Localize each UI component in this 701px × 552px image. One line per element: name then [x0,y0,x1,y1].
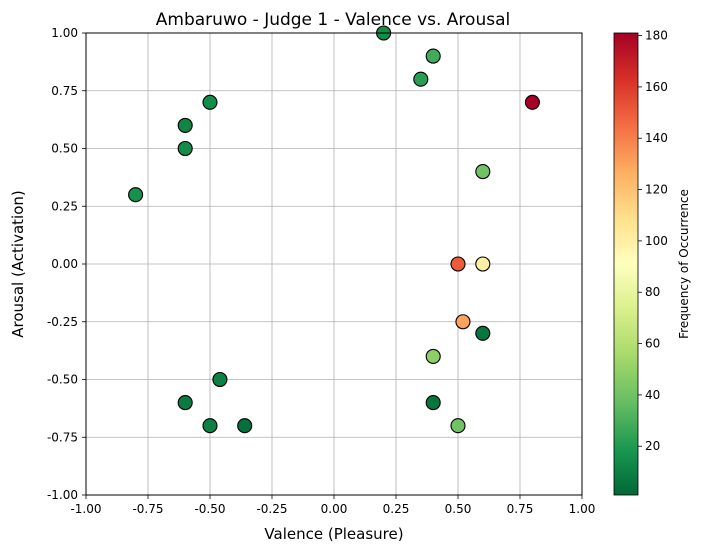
data-point [450,256,466,272]
colorbar-ticks: 20 40 60 80 100 120 140 160 180 [638,29,668,453]
data-point [177,117,193,133]
data-point [128,187,144,203]
data-point [425,395,441,411]
y-tick-label: 0.00 [51,257,78,271]
x-tick-label: -1.00 [70,502,101,516]
x-tick-label: -0.75 [132,502,163,516]
data-point [413,71,429,87]
colorbar-tick-label: 160 [645,80,668,94]
colorbar-tick-label: 80 [645,285,660,299]
x-tick-label: 1.00 [569,502,596,516]
data-points [128,25,540,434]
colorbar-tick-label: 60 [645,337,660,351]
colorbar-tick-label: 180 [645,29,668,43]
colorbar-tick-label: 100 [645,234,668,248]
y-tick-label: -0.50 [47,373,78,387]
data-point [177,395,193,411]
x-tick-label: 0.00 [321,502,348,516]
data-point [475,164,491,180]
x-tick-label: 0.25 [383,502,410,516]
x-tick-label: 0.50 [445,502,472,516]
y-tick-label: -1.00 [47,488,78,502]
y-tick-label: -0.75 [47,430,78,444]
colorbar-tick-label: 40 [645,388,660,402]
colorbar-tick-label: 140 [645,131,668,145]
grid-lines [85,32,583,496]
y-tick-label: -0.25 [47,315,78,329]
data-point [455,314,471,330]
data-point [475,325,491,341]
data-point [212,371,228,388]
y-axis-label: Arousal (Activation) [9,190,27,338]
data-point [202,418,218,434]
y-tick-label: 0.25 [51,199,78,213]
data-point [177,140,193,157]
y-axis-ticks: -1.00 -0.75 -0.50 -0.25 0.00 0.25 0.50 0.75 1.00 [47,26,86,502]
y-tick-label: 0.75 [51,84,78,98]
y-tick-label: 1.00 [51,26,78,40]
x-tick-label: 0.75 [507,502,534,516]
colorbar [613,32,639,496]
data-point [475,256,491,272]
x-tick-label: -0.25 [256,502,287,516]
colorbar-label: Frequency of Occurrence [677,189,691,339]
colorbar-tick-label: 120 [645,183,668,197]
x-axis-label: Valence (Pleasure) [264,525,403,543]
x-tick-label: -0.50 [194,502,225,516]
data-point [202,94,218,110]
x-axis-ticks: -1.00 -0.75 -0.50 -0.25 0.00 0.25 0.50 0.75 1.00 [70,495,595,516]
data-point [425,48,441,64]
data-point [425,348,441,364]
data-point [524,94,540,110]
chart-title: Ambaruwo - Judge 1 - Valence vs. Arousal [156,10,510,30]
colorbar-tick-label: 20 [645,439,660,453]
y-tick-label: 0.50 [51,142,78,156]
data-point [237,418,253,434]
data-point [450,418,466,434]
